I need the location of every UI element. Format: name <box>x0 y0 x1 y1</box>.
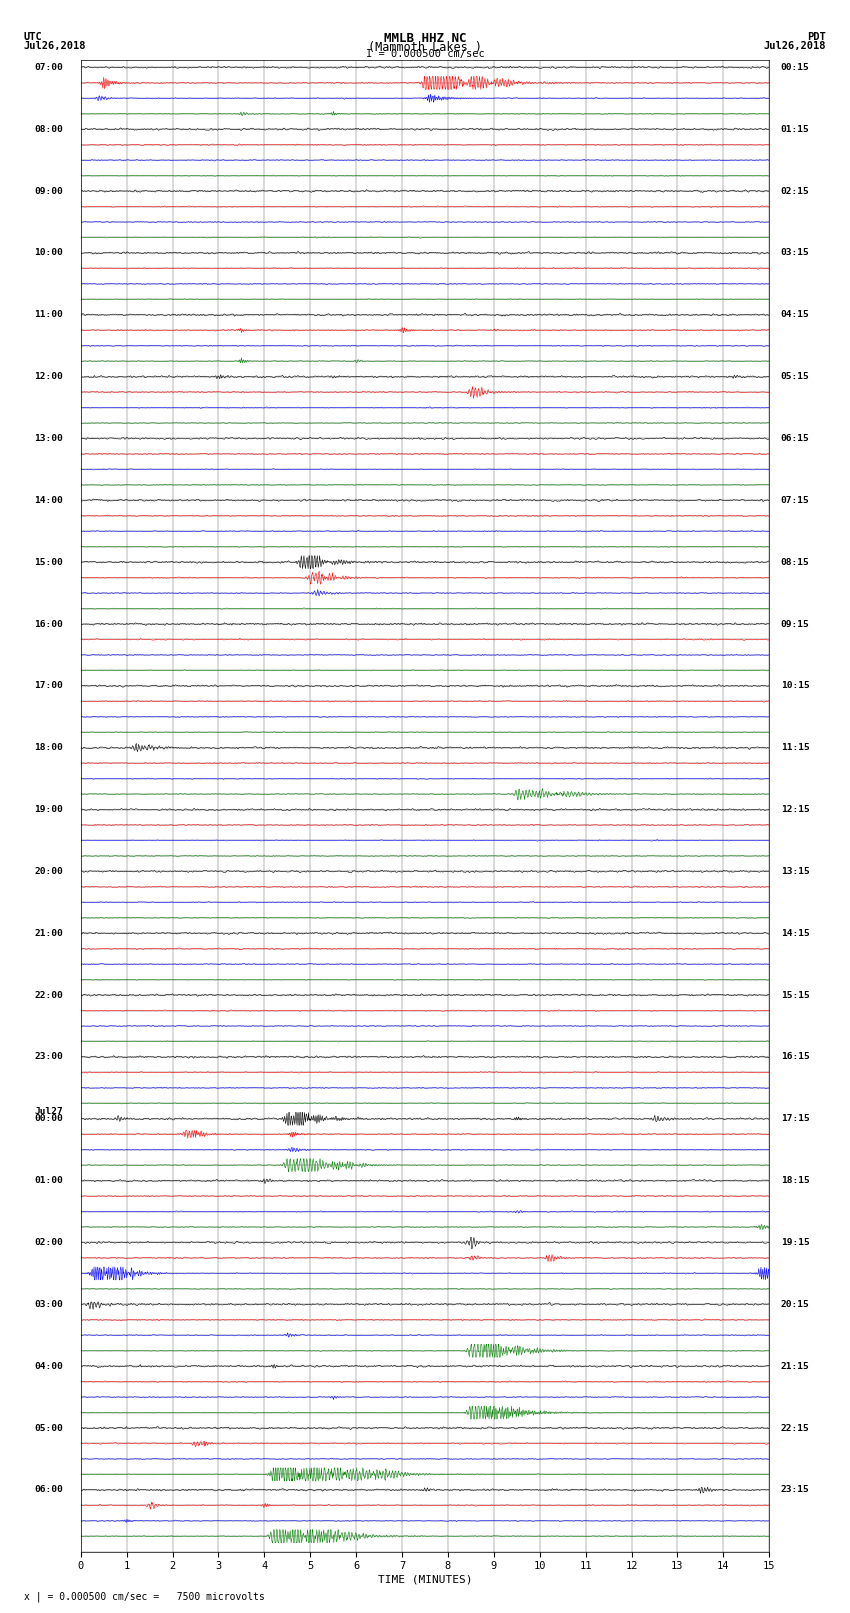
Text: 02:00: 02:00 <box>35 1239 63 1247</box>
Text: (Mammoth Lakes ): (Mammoth Lakes ) <box>368 40 482 53</box>
Text: UTC: UTC <box>24 32 42 42</box>
Text: 03:15: 03:15 <box>780 248 809 258</box>
Text: 16:15: 16:15 <box>780 1052 809 1061</box>
Text: 02:15: 02:15 <box>780 187 809 195</box>
Text: 00:00: 00:00 <box>35 1115 63 1123</box>
Text: 09:00: 09:00 <box>35 187 63 195</box>
Text: 23:00: 23:00 <box>35 1052 63 1061</box>
Text: I = 0.000500 cm/sec: I = 0.000500 cm/sec <box>366 50 484 60</box>
Text: 15:00: 15:00 <box>35 558 63 566</box>
Text: 21:15: 21:15 <box>780 1361 809 1371</box>
Text: 13:15: 13:15 <box>780 866 809 876</box>
Text: 13:00: 13:00 <box>35 434 63 444</box>
Text: 11:00: 11:00 <box>35 310 63 319</box>
Text: 12:15: 12:15 <box>780 805 809 815</box>
Text: 19:15: 19:15 <box>780 1239 809 1247</box>
Text: 22:00: 22:00 <box>35 990 63 1000</box>
Text: Jul26,2018: Jul26,2018 <box>24 40 87 50</box>
Text: 03:00: 03:00 <box>35 1300 63 1308</box>
Text: 05:15: 05:15 <box>780 373 809 381</box>
Text: 06:15: 06:15 <box>780 434 809 444</box>
Text: Jul27: Jul27 <box>35 1108 63 1116</box>
Text: 15:15: 15:15 <box>780 990 809 1000</box>
Text: 01:00: 01:00 <box>35 1176 63 1186</box>
Text: 22:15: 22:15 <box>780 1424 809 1432</box>
Text: 06:00: 06:00 <box>35 1486 63 1494</box>
Text: 09:15: 09:15 <box>780 619 809 629</box>
Text: 00:15: 00:15 <box>780 63 809 73</box>
Text: MMLB HHZ NC: MMLB HHZ NC <box>383 32 467 45</box>
Text: 17:00: 17:00 <box>35 681 63 690</box>
Text: 04:00: 04:00 <box>35 1361 63 1371</box>
Text: 05:00: 05:00 <box>35 1424 63 1432</box>
Text: 20:00: 20:00 <box>35 866 63 876</box>
Text: 11:15: 11:15 <box>780 744 809 752</box>
Text: 07:00: 07:00 <box>35 63 63 73</box>
Text: x | = 0.000500 cm/sec =   7500 microvolts: x | = 0.000500 cm/sec = 7500 microvolts <box>24 1590 264 1602</box>
Text: 08:00: 08:00 <box>35 124 63 134</box>
Text: PDT: PDT <box>808 32 826 42</box>
Text: 01:15: 01:15 <box>780 124 809 134</box>
Text: 17:15: 17:15 <box>780 1115 809 1123</box>
Text: 20:15: 20:15 <box>780 1300 809 1308</box>
Text: 04:15: 04:15 <box>780 310 809 319</box>
Text: 18:00: 18:00 <box>35 744 63 752</box>
Text: 16:00: 16:00 <box>35 619 63 629</box>
Text: 10:15: 10:15 <box>780 681 809 690</box>
Text: 14:15: 14:15 <box>780 929 809 937</box>
Text: 14:00: 14:00 <box>35 495 63 505</box>
Text: 08:15: 08:15 <box>780 558 809 566</box>
X-axis label: TIME (MINUTES): TIME (MINUTES) <box>377 1574 473 1584</box>
Text: 10:00: 10:00 <box>35 248 63 258</box>
Text: 19:00: 19:00 <box>35 805 63 815</box>
Text: 18:15: 18:15 <box>780 1176 809 1186</box>
Text: 21:00: 21:00 <box>35 929 63 937</box>
Text: Jul26,2018: Jul26,2018 <box>763 40 826 50</box>
Text: 12:00: 12:00 <box>35 373 63 381</box>
Text: 23:15: 23:15 <box>780 1486 809 1494</box>
Text: 07:15: 07:15 <box>780 495 809 505</box>
